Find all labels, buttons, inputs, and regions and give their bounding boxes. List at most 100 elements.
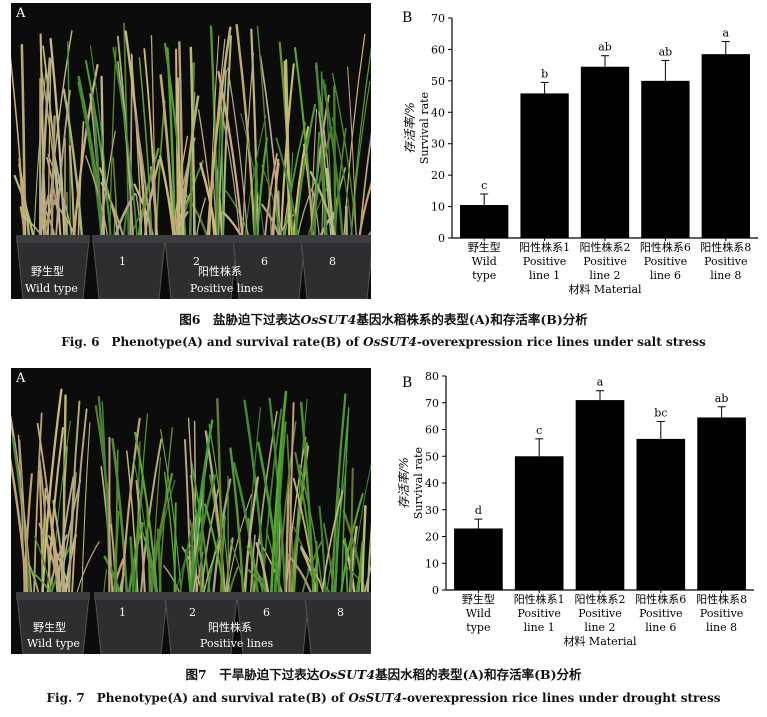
y-tick-label: 30 (425, 504, 439, 517)
x-tick-label: 野生型 (468, 240, 501, 254)
rice-leaf (321, 490, 344, 597)
wild-type-label-zh: 野生型 (31, 265, 64, 278)
bar (641, 80, 690, 238)
rice-leaf (321, 79, 344, 241)
plant-pot (94, 595, 168, 654)
bar (701, 54, 750, 239)
bar (575, 400, 625, 590)
rice-leaf (271, 158, 280, 241)
x-axis-label: 材料 Material (563, 634, 637, 648)
significance-letter: a (723, 27, 730, 40)
rice-leaf (68, 145, 76, 241)
salt-stress-phenotype-photo: A 野生型 Wild type 1 2 6 8 阳性株系 Positive li… (11, 3, 371, 299)
x-tick-label: 阳性株系8 (696, 592, 747, 606)
rice-leaf (77, 121, 85, 240)
rice-leaf (229, 540, 247, 597)
line-number-2: 2 (193, 255, 200, 268)
x-tick-label: line 1 (529, 269, 560, 282)
x-tick-label: line 6 (645, 621, 676, 634)
x-tick-label: line 6 (650, 269, 681, 282)
rice-leaf (232, 461, 260, 598)
rice-leaf (33, 535, 53, 597)
rice-leaf (249, 534, 256, 597)
rice-leaf (275, 137, 300, 240)
figure-7-caption-zh: 图7 干旱胁迫下过表达OsSUT4基因水稻的表型(A)和存活率(B)分析 (185, 667, 582, 682)
rice-leaf (358, 131, 371, 240)
rice-leaf (263, 153, 278, 240)
rice-leaf (209, 25, 219, 241)
rice-leaf (279, 63, 295, 241)
rice-leaf (255, 541, 270, 598)
x-tick-label: Positive (704, 255, 747, 268)
rice-leaf (360, 505, 367, 598)
positive-lines-label-en: Positive lines (200, 637, 274, 650)
rice-leaf (227, 475, 230, 597)
rice-leaf (189, 46, 196, 241)
rice-leaf (204, 503, 226, 598)
rice-leaf (256, 25, 273, 240)
rice-leaf (334, 416, 349, 597)
x-tick-label: 阳性株系2 (580, 240, 631, 254)
rice-leaf (126, 450, 139, 597)
rice-leaf (173, 502, 177, 597)
line-number-1: 1 (119, 606, 126, 619)
x-tick-label: Positive (583, 255, 626, 268)
wild-type-label-en: Wild type (27, 637, 80, 650)
rice-leaf (62, 88, 84, 241)
rice-leaf (17, 434, 26, 597)
rice-leaf (350, 46, 371, 240)
rice-leaf (206, 537, 220, 598)
x-tick-label: Positive (639, 607, 682, 620)
y-tick-label: 70 (431, 12, 445, 25)
x-tick-label: line 1 (524, 621, 555, 634)
significance-letter: d (475, 504, 482, 517)
rice-leaf (111, 438, 129, 598)
rice-leaf (134, 431, 159, 598)
rice-leaf (226, 493, 252, 597)
drought-survival-bar-chart: B 0 10 20 30 40 50 60 70 80 存活率/% Survival rate d 野生型… (397, 370, 754, 648)
rice-leaf (59, 479, 82, 597)
rice-leaf (309, 126, 333, 241)
rice-leaf (243, 476, 260, 598)
rice-leaf (134, 116, 152, 240)
x-tick-label: Positive (700, 607, 743, 620)
x-tick-label: Positive (644, 255, 687, 268)
rice-leaf (160, 429, 183, 597)
rice-leaf (350, 80, 371, 240)
rice-leaf (206, 26, 232, 241)
x-tick-label: line 2 (589, 269, 620, 282)
x-tick-label: line 8 (706, 621, 737, 634)
pot-rim (232, 235, 306, 243)
y-tick-label: 40 (431, 106, 445, 119)
y-tick-label: 20 (425, 531, 439, 544)
rice-leaf (20, 43, 27, 241)
rice-leaf (67, 400, 81, 597)
pot-rim (300, 235, 371, 243)
rice-leaf (100, 130, 116, 240)
positive-lines-label-zh: 阳性株系 (198, 265, 242, 278)
rice-leaf (227, 67, 249, 240)
pot-rim (16, 592, 90, 600)
rice-leaf (11, 458, 29, 598)
rice-leaf (46, 427, 64, 598)
rice-leaf (357, 541, 364, 598)
rice-leaf (246, 545, 265, 597)
significance-letter: bc (654, 406, 667, 419)
rice-leaf (269, 390, 288, 598)
x-tick-label: 阳性株系2 (575, 592, 626, 606)
y-tick-label: 40 (425, 477, 439, 490)
rice-leaf (89, 45, 112, 240)
salt-stress-plants-drawing (11, 3, 371, 299)
bar (697, 417, 746, 590)
y-tick-label: 60 (425, 424, 439, 437)
x-tick-label: Wild (466, 607, 491, 620)
rice-leaf (134, 413, 149, 597)
rice-leaf (183, 438, 192, 597)
rice-leaf (135, 480, 147, 598)
x-tick-label: 阳性株系6 (635, 592, 686, 606)
panel-label-a: A (16, 371, 26, 386)
rice-leaf (325, 167, 335, 241)
rice-leaf (189, 474, 217, 598)
rice-leaf (283, 60, 291, 241)
rice-leaf (220, 81, 224, 240)
